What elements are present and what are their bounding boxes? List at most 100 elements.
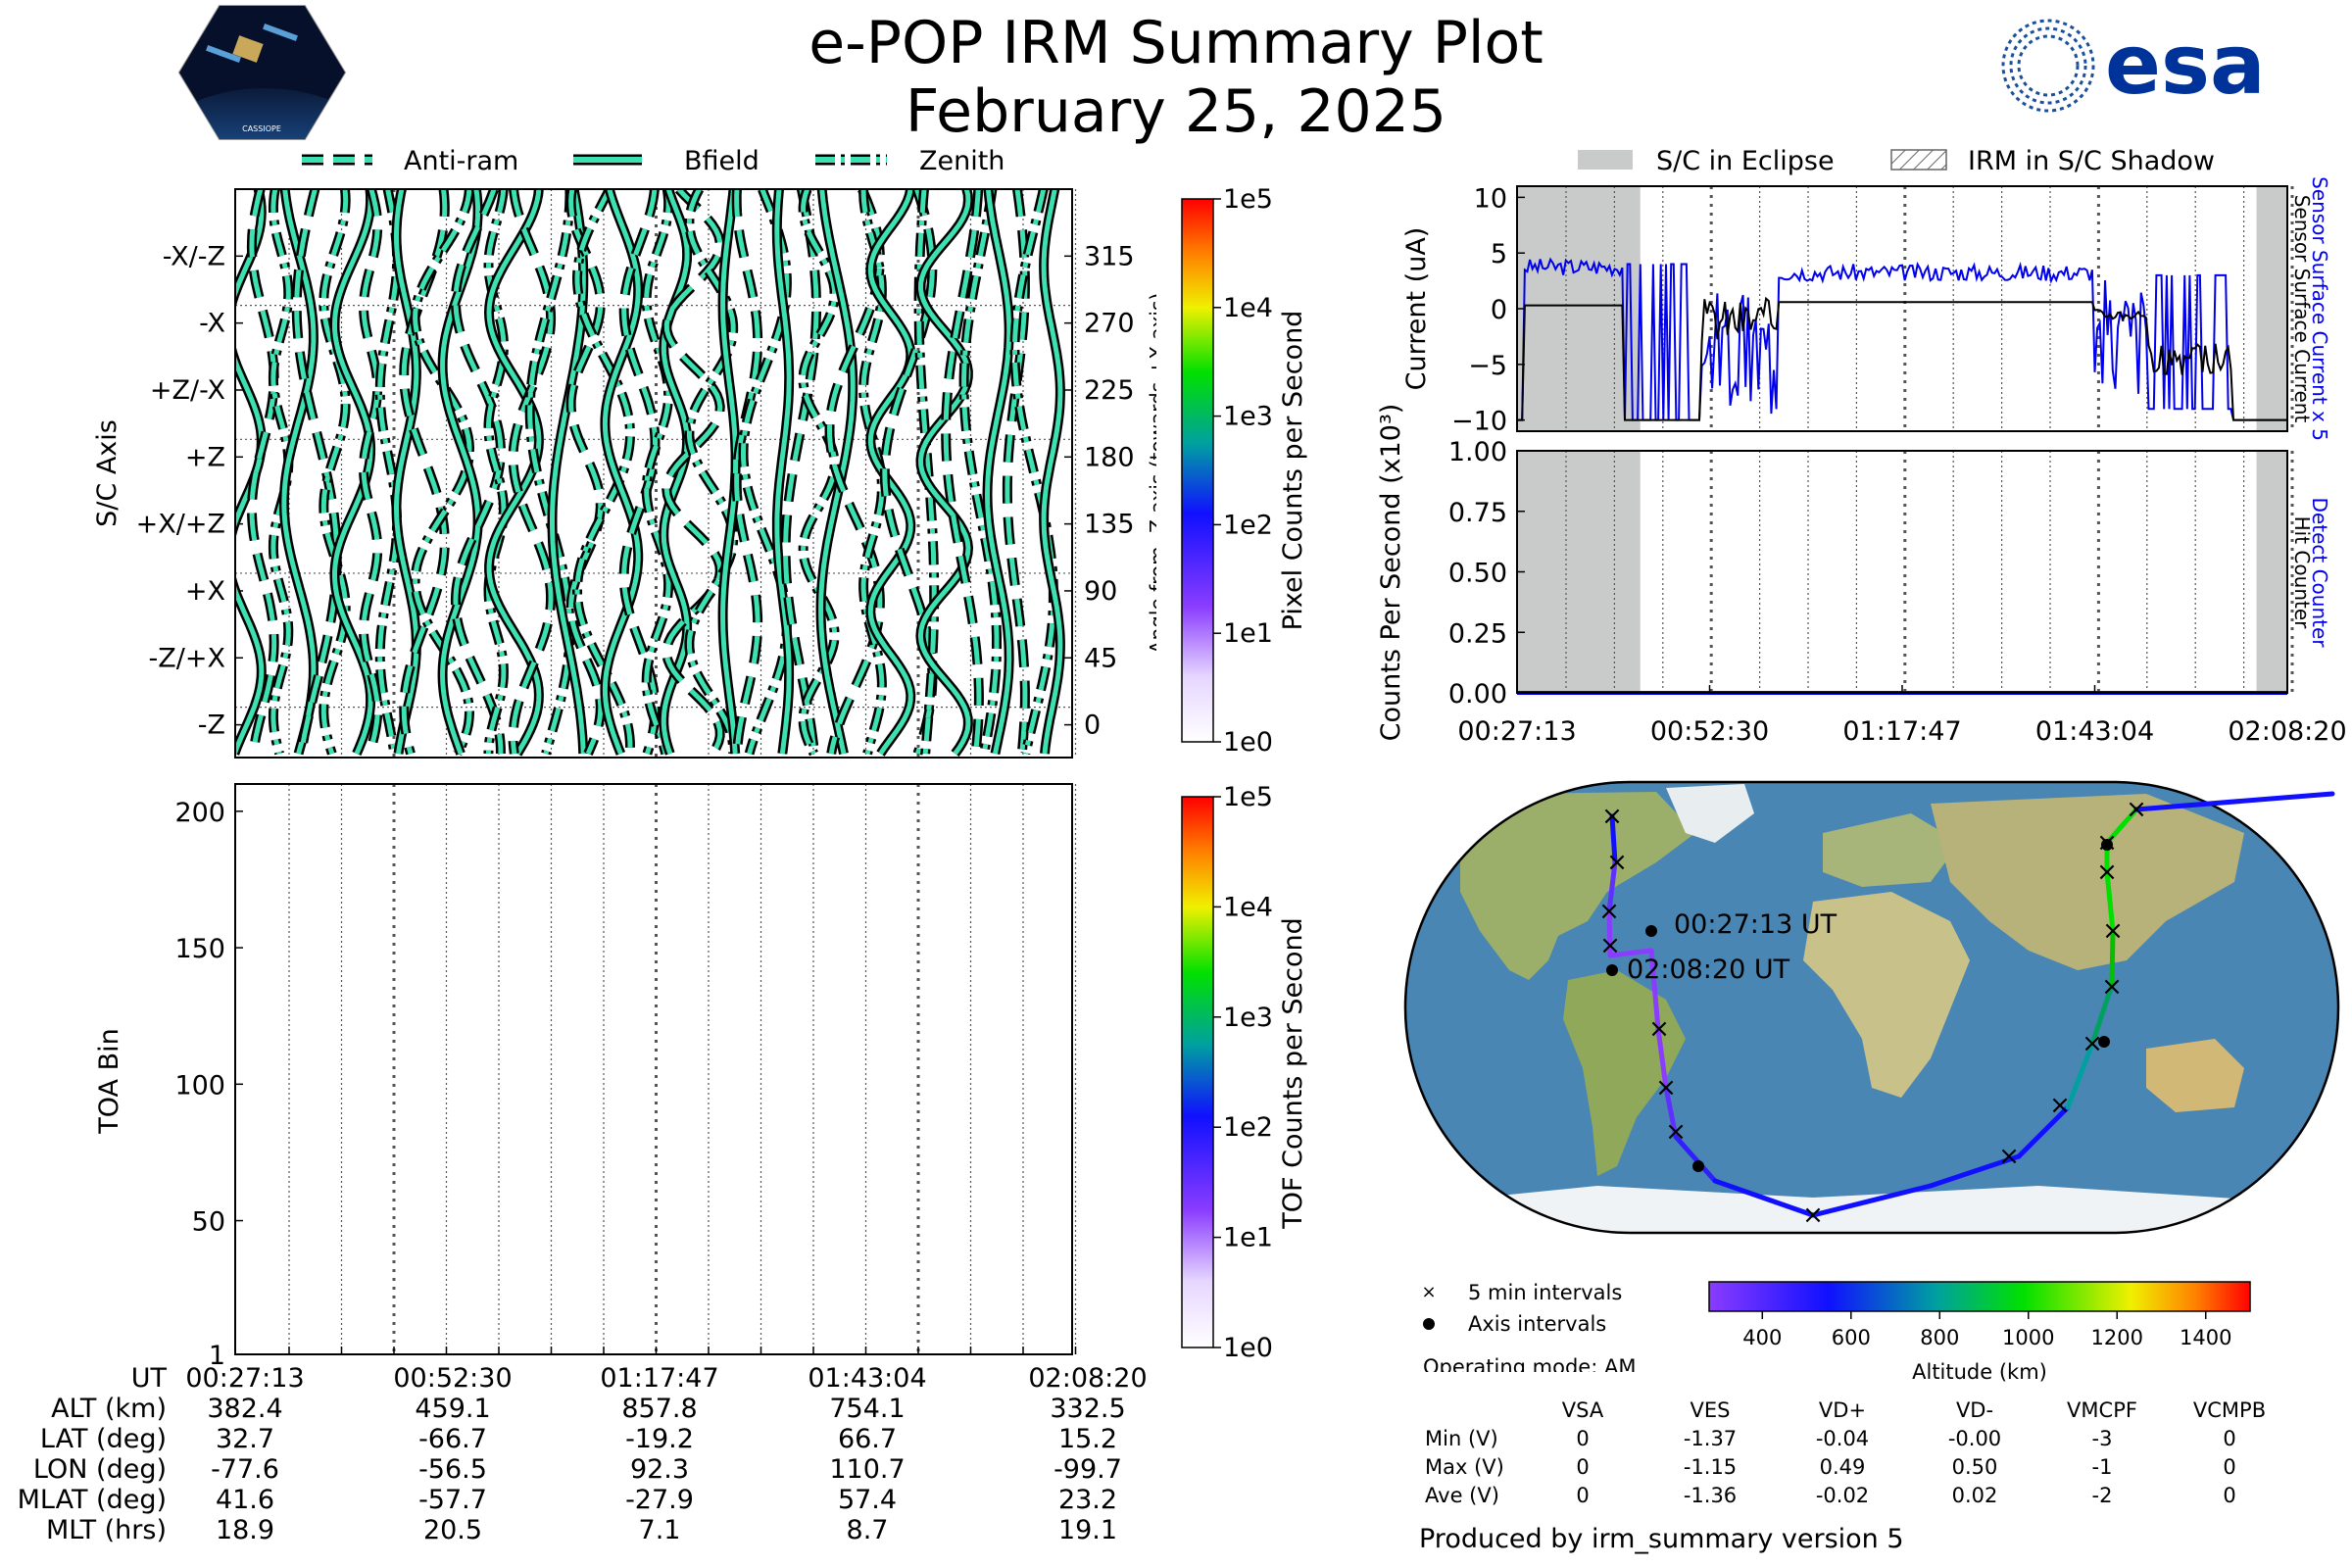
voltage-cell: 0.50 <box>1952 1455 1998 1479</box>
toa-panel: TOA Bin 200 150 100 50 1 <box>94 783 1077 1371</box>
legend-zenith: Zenith <box>919 146 1004 176</box>
north-america <box>1460 792 1695 980</box>
toa-y-tick-label: 50 <box>192 1207 225 1238</box>
current-right-label-blue: Sensor Surface Current x 5 <box>2308 176 2331 441</box>
orientation-y2-tick-label: 45 <box>1084 643 1117 673</box>
current-right-label-black: Sensor Surface Current <box>2290 195 2314 423</box>
voltage-cell: 0.49 <box>1820 1455 1866 1479</box>
toa-ylabel: TOA Bin <box>94 1028 124 1134</box>
orbit-segment <box>1712 1178 1816 1218</box>
orbit-segment <box>1648 948 1661 1032</box>
colorbar-tick-label: 1e0 <box>1223 1333 1273 1357</box>
current-y-ticks: 10 5 0 −5 −10 <box>1451 183 1525 437</box>
orientation-y-tick-label: -X/-Z <box>163 241 225 271</box>
colorbar-tick-label: 1e2 <box>1223 510 1273 540</box>
orbit-segment <box>1607 948 1654 958</box>
colorbar-tick-label: 1e5 <box>1223 782 1273 812</box>
voltage-header: VD+ <box>1819 1398 1866 1422</box>
orbit-map: ×××××××××××××××× 00:27:13 UT 02:08:20 UT <box>1403 780 2340 1235</box>
voltage-cell: -1.36 <box>1684 1484 1737 1507</box>
orbit-segment <box>2109 928 2116 988</box>
orientation-trace <box>818 189 856 755</box>
ut-cell: 15.2 <box>1058 1424 1117 1454</box>
axis-interval-marker <box>1645 925 1657 937</box>
operating-mode: Operating mode: AM <box>1423 1355 1636 1372</box>
voltage-cell: -1 <box>2092 1455 2113 1479</box>
axis-interval-marker <box>2101 839 2113 851</box>
orientation-y2-tick-label: 180 <box>1084 442 1135 472</box>
orientation-trace <box>527 189 573 755</box>
toa-y-tick-label: 150 <box>174 934 225 964</box>
map-end-label: 02:08:20 UT <box>1627 955 1790 985</box>
counts-x-tick-label: 01:17:47 <box>1842 716 1961 747</box>
legend-shadow: IRM in S/C Shadow <box>1968 146 2215 176</box>
orbit-segment <box>2133 791 2335 812</box>
ut-cell: 41.6 <box>216 1485 274 1515</box>
top-legend: Anti-ram Bfield Zenith <box>302 146 1004 176</box>
orientation-y2-tick-label: 270 <box>1084 309 1135 339</box>
ut-cell: -77.6 <box>211 1454 279 1485</box>
orientation-trace <box>740 189 790 755</box>
ut-cell: 01:43:04 <box>808 1363 926 1394</box>
orientation-trace <box>1012 189 1056 755</box>
orientation-ylabel: S/C Axis <box>92 419 122 527</box>
pixel-colorbar-label: Pixel Counts per Second <box>1278 311 1308 631</box>
ut-cell: 754.1 <box>829 1394 905 1424</box>
axis-interval-marker <box>2098 1036 2110 1048</box>
ut-cell: 110.7 <box>829 1454 905 1485</box>
voltage-header: VD- <box>1956 1398 1993 1422</box>
orbit-segment <box>2065 1041 2095 1110</box>
orientation-trace <box>361 189 380 755</box>
current-y-tick-label: 5 <box>1491 239 1507 270</box>
toa-y-tick-label: 100 <box>174 1070 225 1101</box>
orientation-trace <box>917 189 971 756</box>
orientation-trace <box>943 189 982 755</box>
five-min-marker: × <box>1802 1200 1824 1230</box>
voltage-cell: -0.02 <box>1816 1484 1869 1507</box>
orientation-trace <box>377 189 400 755</box>
altitude-colorbar: 400 600 800 1000 1200 1400 Altitude (km) <box>1708 1281 2251 1384</box>
ut-cell: 66.7 <box>838 1424 897 1454</box>
ut-cell: -27.9 <box>625 1485 694 1515</box>
voltage-cell: 0 <box>1576 1455 1589 1479</box>
ut-cell: 00:52:30 <box>393 1363 512 1394</box>
eclipse-band <box>1517 186 1641 431</box>
five-min-marker: × <box>1598 897 1620 926</box>
ut-cell: 8.7 <box>847 1515 889 1545</box>
orientation-y-tick-label: +Z <box>185 442 225 472</box>
counts-x-tick-label: 00:27:13 <box>1457 716 1576 747</box>
tof-colorbar: 1e5 1e4 1e3 1e2 1e1 1e0 TOF Counts per Second <box>1181 782 1308 1357</box>
colorbar-tick-label: 1e2 <box>1223 1112 1273 1143</box>
ut-row-label: LAT (deg) <box>40 1424 167 1454</box>
five-min-marker: × <box>1665 1117 1687 1147</box>
eclipse-swatch <box>1578 150 1633 170</box>
voltage-cell: 0 <box>1576 1484 1589 1507</box>
orientation-trace <box>602 189 641 755</box>
orientation-trace <box>783 189 819 755</box>
altitude-tick-label: 1000 <box>2002 1326 2054 1349</box>
toa-frame <box>234 783 1073 1355</box>
current-y-tick-label: −10 <box>1451 407 1507 437</box>
map-start-label: 00:27:13 UT <box>1674 909 1838 940</box>
orientation-y-tick-label: -X <box>199 309 225 339</box>
counts-x-ticks: 00:27:13 00:52:30 01:17:47 01:43:04 02:08:20 <box>1457 685 2347 747</box>
altitude-tick-label: 600 <box>1832 1326 1871 1349</box>
orientation-frame <box>234 188 1073 759</box>
counts-right-label-black: Hit Counter <box>2290 516 2314 629</box>
orientation-trace <box>550 189 586 755</box>
page-date: February 25, 2025 <box>905 77 1447 146</box>
five-min-marker: × <box>2082 1029 2103 1058</box>
ut-row-label: LON (deg) <box>33 1454 167 1485</box>
orientation-y2-tick-label: 135 <box>1084 510 1135 540</box>
altitude-label: Altitude (km) <box>1912 1360 2047 1384</box>
orientation-trace <box>453 189 504 754</box>
orientation-y2label: Angle from -Z axis (towards +X axis) <box>1146 293 1156 654</box>
five-min-marker: × <box>2101 972 2123 1002</box>
page-title: e-POP IRM Summary Plot <box>808 9 1544 77</box>
greenland <box>1666 784 1754 843</box>
counts-right-label-blue: Detect Counter <box>2308 498 2331 649</box>
orientation-panel: S/C Axis -X/-Z -X +Z/-X +Z +X/+Z +X -Z/+X -Z 31… <box>92 188 1156 759</box>
ut-cell: 459.1 <box>415 1394 490 1424</box>
orientation-trace <box>249 189 277 755</box>
counts-x-tick-label: 00:52:30 <box>1650 716 1769 747</box>
